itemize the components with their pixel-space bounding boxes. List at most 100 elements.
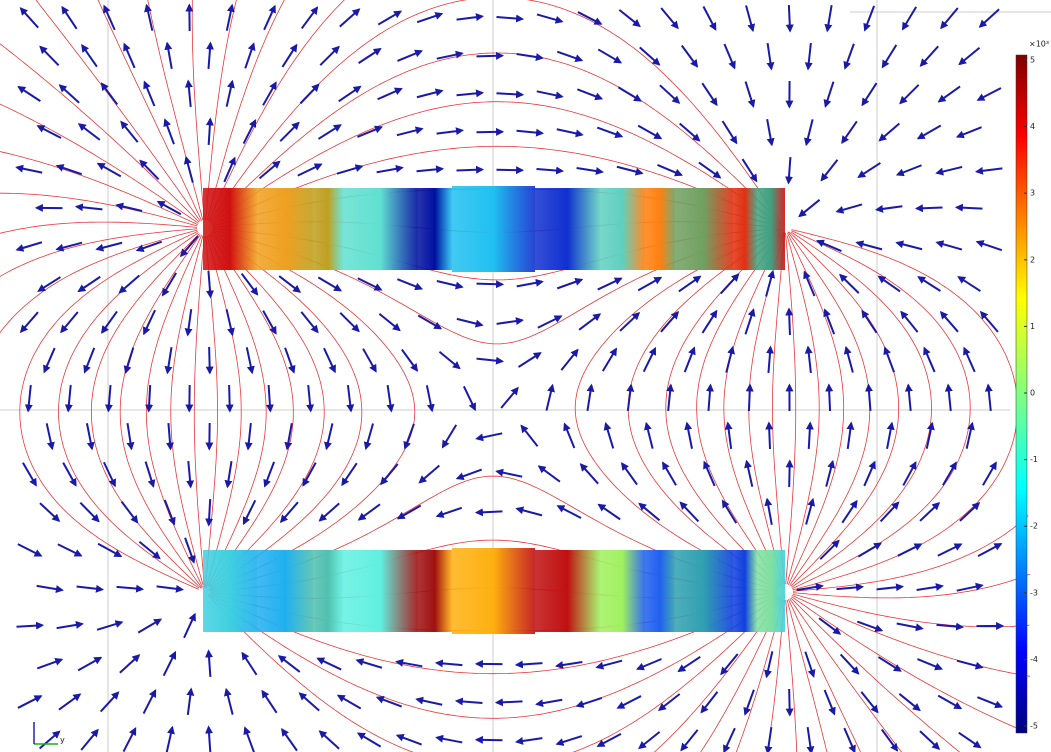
field-arrow	[957, 585, 982, 590]
field-arrow	[476, 284, 502, 285]
field-arrow	[476, 740, 502, 741]
field-arrow	[745, 690, 754, 714]
magnet-segment	[203, 188, 257, 270]
field-arrow	[618, 696, 641, 708]
field-arrow	[263, 83, 276, 106]
field-arrow	[546, 385, 552, 410]
field-arrow	[577, 89, 601, 98]
field-arrow	[808, 727, 812, 752]
field-arrow	[227, 309, 233, 334]
field-arrow	[721, 274, 739, 293]
field-arrow	[848, 423, 852, 449]
field-arrow	[358, 733, 380, 746]
field-arrow	[937, 625, 963, 627]
field-arrow	[439, 352, 459, 369]
field-arrow	[476, 511, 502, 512]
field-arrow	[820, 541, 838, 559]
field-arrow	[77, 207, 103, 210]
field-arrow	[308, 385, 311, 411]
field-arrow	[188, 461, 190, 487]
field-arrow	[457, 701, 483, 703]
field-arrow	[581, 464, 598, 483]
field-arrow	[457, 470, 481, 479]
field-arrow	[388, 385, 392, 411]
field-arrow	[521, 426, 537, 446]
field-arrow	[577, 698, 602, 706]
field-arrow	[842, 501, 856, 523]
field-arrow	[120, 275, 140, 292]
field-arrow	[768, 43, 772, 69]
field-arrow	[282, 729, 297, 750]
field-arrow	[837, 587, 863, 589]
magnet-segment	[600, 550, 645, 632]
field-arrow	[19, 87, 41, 101]
field-arrow	[397, 51, 421, 61]
field-arrow	[682, 46, 697, 67]
field-arrow	[167, 727, 173, 752]
field-arrow	[619, 10, 639, 26]
field-arrow	[97, 622, 122, 630]
field-arrow	[437, 663, 463, 665]
field-arrow	[578, 12, 601, 24]
field-arrow	[862, 311, 876, 333]
field-arrow	[37, 586, 63, 590]
field-arrow	[21, 8, 38, 27]
field-arrow	[767, 499, 772, 525]
field-arrow	[565, 424, 575, 448]
field-arrow	[844, 728, 854, 752]
colorbar-unit: ×10³	[1029, 40, 1049, 49]
field-arrow	[939, 86, 960, 101]
field-arrow	[188, 81, 190, 107]
field-arrow	[120, 655, 139, 673]
field-line	[0, 229, 197, 290]
field-arrow	[606, 424, 614, 449]
magnet-segment	[600, 188, 645, 270]
field-arrow	[63, 463, 76, 486]
field-arrow	[539, 466, 560, 481]
field-arrow	[417, 14, 442, 22]
field-arrow	[87, 423, 92, 449]
field-line	[144, 0, 203, 220]
field-line	[792, 595, 1030, 676]
field-arrow	[79, 277, 101, 292]
field-arrow	[660, 85, 679, 103]
field-arrow	[227, 461, 231, 487]
field-arrow	[208, 271, 210, 297]
field-line	[205, 236, 217, 587]
field-arrow	[40, 732, 60, 749]
field-arrow	[18, 544, 41, 556]
colorbar-tick-label: 0	[1030, 389, 1035, 398]
field-arrow	[226, 689, 232, 714]
magnet-segment	[418, 188, 452, 270]
field-arrow	[124, 728, 136, 751]
field-arrow	[920, 731, 939, 749]
field-arrow	[917, 586, 943, 590]
field-arrow	[457, 93, 483, 96]
field-arrow	[320, 47, 338, 65]
field-arrow	[264, 6, 275, 30]
field-arrow	[747, 461, 753, 486]
field-arrow	[456, 170, 482, 171]
field-arrow	[265, 462, 274, 486]
field-arrow	[16, 625, 42, 627]
field-arrow	[303, 463, 315, 486]
field-arrow	[903, 463, 915, 486]
field-arrow	[804, 272, 814, 296]
axis-label: y	[60, 736, 65, 745]
field-arrow	[977, 168, 1003, 171]
field-arrow	[708, 385, 710, 411]
field-arrow	[927, 423, 932, 448]
field-arrow	[40, 503, 59, 521]
field-arrow	[724, 44, 734, 68]
field-arrow	[557, 129, 582, 135]
field-arrow	[101, 692, 119, 711]
magnet-segment	[343, 550, 418, 632]
field-arrow	[77, 586, 103, 589]
field-arrow	[164, 652, 176, 675]
colorbar-tick-label: 4	[1030, 122, 1035, 131]
field-arrow	[38, 126, 61, 138]
field-arrow	[102, 84, 117, 105]
field-arrow	[746, 5, 753, 30]
field-arrow	[269, 385, 271, 411]
field-arrow	[587, 385, 591, 411]
